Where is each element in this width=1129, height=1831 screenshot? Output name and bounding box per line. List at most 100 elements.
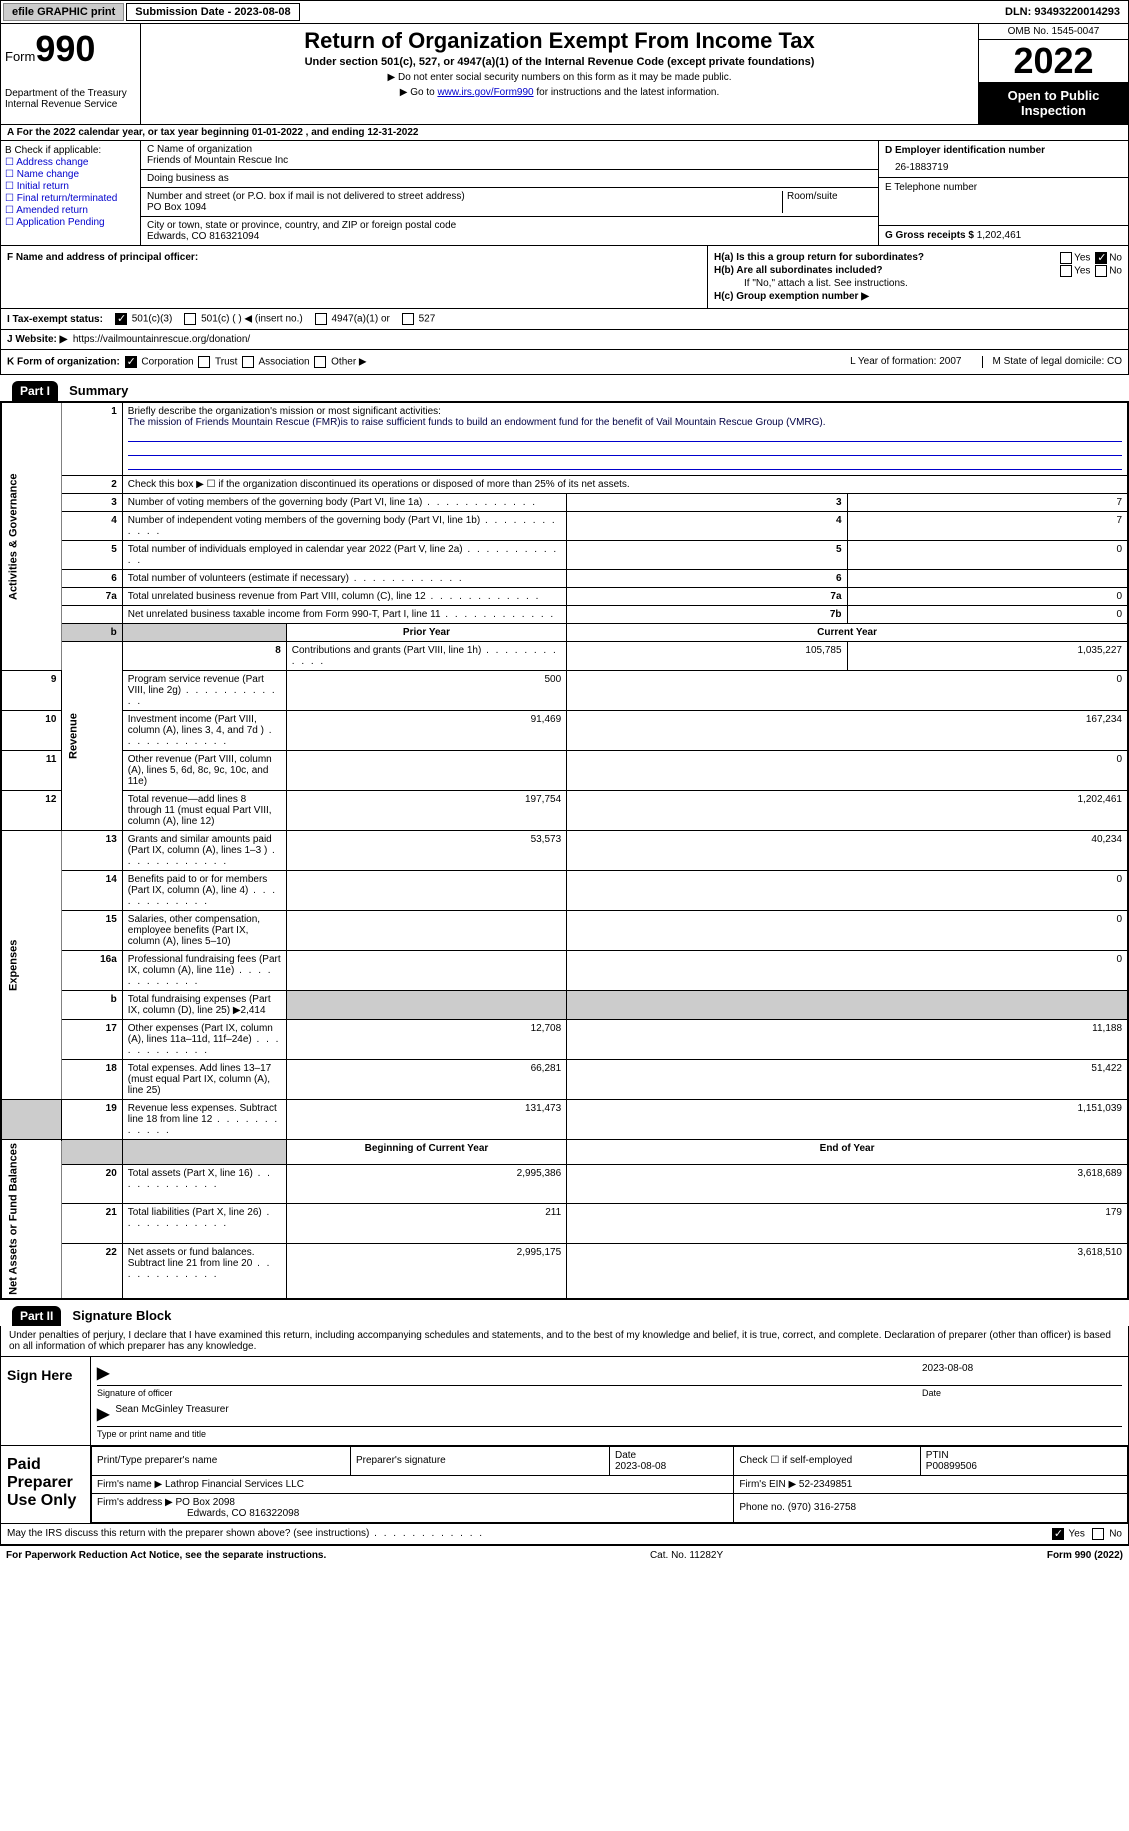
v7a: 0 [847, 588, 1127, 606]
addr-value: PO Box 1094 [147, 202, 782, 213]
l3: Number of voting members of the governin… [128, 497, 537, 508]
c16a: 0 [567, 951, 1128, 991]
c13: 40,234 [567, 831, 1128, 871]
firm-name: Lathrop Financial Services LLC [165, 1479, 304, 1490]
summary-table: Activities & Governance 1 Briefly descri… [1, 402, 1128, 1299]
cb-corporation[interactable] [125, 356, 137, 368]
room-label: Room/suite [787, 191, 872, 202]
hb-label: H(b) Are all subordinates included? [714, 265, 883, 276]
l12: Total revenue—add lines 8 through 11 (mu… [128, 794, 272, 827]
goto-note: ▶ Go to www.irs.gov/Form990 for instruct… [149, 87, 970, 98]
p15 [286, 911, 566, 951]
ssn-note: ▶ Do not enter social security numbers o… [149, 72, 970, 83]
form-title: Return of Organization Exempt From Incom… [149, 28, 970, 54]
side-activities: Activities & Governance [2, 403, 62, 671]
name-title-label: Type or print name and title [97, 1429, 1122, 1439]
l6: Total number of volunteers (estimate if … [128, 573, 464, 584]
officer-name-title: Sean McGinley Treasurer [115, 1404, 228, 1424]
irs-label: Internal Revenue Service [5, 99, 136, 110]
hc-label: H(c) Group exemption number ▶ [714, 291, 869, 302]
part1-title: Summary [61, 383, 128, 398]
p21: 211 [286, 1204, 566, 1244]
sig-date: 2023-08-08 [922, 1363, 1122, 1383]
check-self-employed: Check ☐ if self-employed [734, 1446, 920, 1475]
omb-number: OMB No. 1545-0047 [979, 24, 1128, 40]
paid-preparer-label: Paid Preparer Use Only [1, 1446, 91, 1523]
l20: Total assets (Part X, line 16) [128, 1168, 272, 1190]
col-b-checkboxes: B Check if applicable: ☐ Address change … [1, 141, 141, 245]
cb-address-change[interactable]: ☐ Address change [5, 157, 136, 168]
side-expenses: Expenses [2, 831, 62, 1100]
year-formation: L Year of formation: 2007 [850, 356, 981, 368]
side-netassets: Net Assets or Fund Balances [2, 1140, 62, 1299]
efile-print-button[interactable]: efile GRAPHIC print [3, 3, 124, 21]
l21: Total liabilities (Part X, line 26) [128, 1207, 272, 1229]
state-domicile: M State of legal domicile: CO [982, 356, 1123, 368]
cb-initial-return[interactable]: ☐ Initial return [5, 181, 136, 192]
v6 [847, 570, 1127, 588]
addr-label: Number and street (or P.O. box if mail i… [147, 191, 782, 202]
part2-title: Signature Block [64, 1308, 171, 1323]
c20: 3,618,689 [567, 1164, 1128, 1204]
cat-number: Cat. No. 11282Y [650, 1550, 723, 1561]
ptin-value: P00899506 [926, 1461, 977, 1472]
pra-notice: For Paperwork Reduction Act Notice, see … [6, 1550, 326, 1561]
cb-final-return[interactable]: ☐ Final return/terminated [5, 193, 136, 204]
firm-ein: 52-2349851 [799, 1479, 852, 1490]
cb-application-pending[interactable]: ☐ Application Pending [5, 217, 136, 228]
top-bar: efile GRAPHIC print Submission Date - 20… [0, 0, 1129, 24]
l13: Grants and similar amounts paid (Part IX… [128, 834, 277, 867]
hb-note: If "No," attach a list. See instructions… [714, 278, 1122, 289]
p14 [286, 871, 566, 911]
prep-name-label: Print/Type preparer's name [92, 1446, 351, 1475]
col-d-ein: D Employer identification number 26-1883… [878, 141, 1128, 245]
firm-addr2: Edwards, CO 816322098 [97, 1508, 299, 1519]
submission-date: Submission Date - 2023-08-08 [126, 3, 299, 21]
l22: Net assets or fund balances. Subtract li… [128, 1247, 272, 1280]
phone-label: E Telephone number [885, 182, 1122, 193]
l1-mission: The mission of Friends Mountain Rescue (… [128, 417, 826, 428]
p19: 131,473 [286, 1100, 566, 1140]
ha-label: H(a) Is this a group return for subordin… [714, 252, 924, 263]
city-label: City or town, state or province, country… [147, 220, 872, 231]
signature-block: Under penalties of perjury, I declare th… [0, 1326, 1129, 1524]
prep-sig-label: Preparer's signature [351, 1446, 610, 1475]
p16a [286, 951, 566, 991]
dln: DLN: 93493220014293 [997, 4, 1128, 20]
website-label: J Website: ▶ [7, 334, 67, 345]
c9: 0 [567, 671, 1128, 711]
p18: 66,281 [286, 1060, 566, 1100]
l9: Program service revenue (Part VIII, line… [128, 674, 277, 707]
ha-no-checkbox[interactable] [1095, 252, 1107, 264]
date-label: Date [922, 1388, 1122, 1398]
sig-officer-label: Signature of officer [97, 1388, 922, 1398]
c18: 51,422 [567, 1060, 1128, 1100]
website-url: https://vailmountainrescue.org/donation/ [73, 334, 250, 345]
irs-link[interactable]: www.irs.gov/Form990 [437, 87, 533, 98]
c14: 0 [567, 871, 1128, 911]
v5: 0 [847, 541, 1127, 570]
firm-phone: (970) 316-2758 [788, 1502, 856, 1513]
cb-501c3[interactable] [115, 313, 127, 325]
cb-amended-return[interactable]: ☐ Amended return [5, 205, 136, 216]
side-revenue: Revenue [62, 642, 122, 831]
row-a-tax-year: A For the 2022 calendar year, or tax yea… [0, 125, 1129, 141]
form-header: Form990 Department of the Treasury Inter… [0, 24, 1129, 125]
l16a: Professional fundraising fees (Part IX, … [128, 954, 281, 987]
form-footer: Form 990 (2022) [1047, 1550, 1123, 1561]
p13: 53,573 [286, 831, 566, 871]
cb-name-change[interactable]: ☐ Name change [5, 169, 136, 180]
c11: 0 [567, 751, 1128, 791]
ein-value: 26-1883719 [885, 156, 1122, 173]
p10: 91,469 [286, 711, 566, 751]
col-c-org-info: C Name of organization Friends of Mounta… [141, 141, 878, 245]
discuss-yes-checkbox[interactable] [1052, 1528, 1064, 1540]
f-label: F Name and address of principal officer: [7, 252, 198, 263]
c8: 1,035,227 [847, 642, 1127, 671]
tax-year: 2022 [979, 40, 1128, 82]
l4: Number of independent voting members of … [128, 515, 557, 537]
p20: 2,995,386 [286, 1164, 566, 1204]
l14: Benefits paid to or for members (Part IX… [128, 874, 277, 907]
l1-label: Briefly describe the organization's miss… [128, 406, 441, 417]
c12: 1,202,461 [567, 791, 1128, 831]
